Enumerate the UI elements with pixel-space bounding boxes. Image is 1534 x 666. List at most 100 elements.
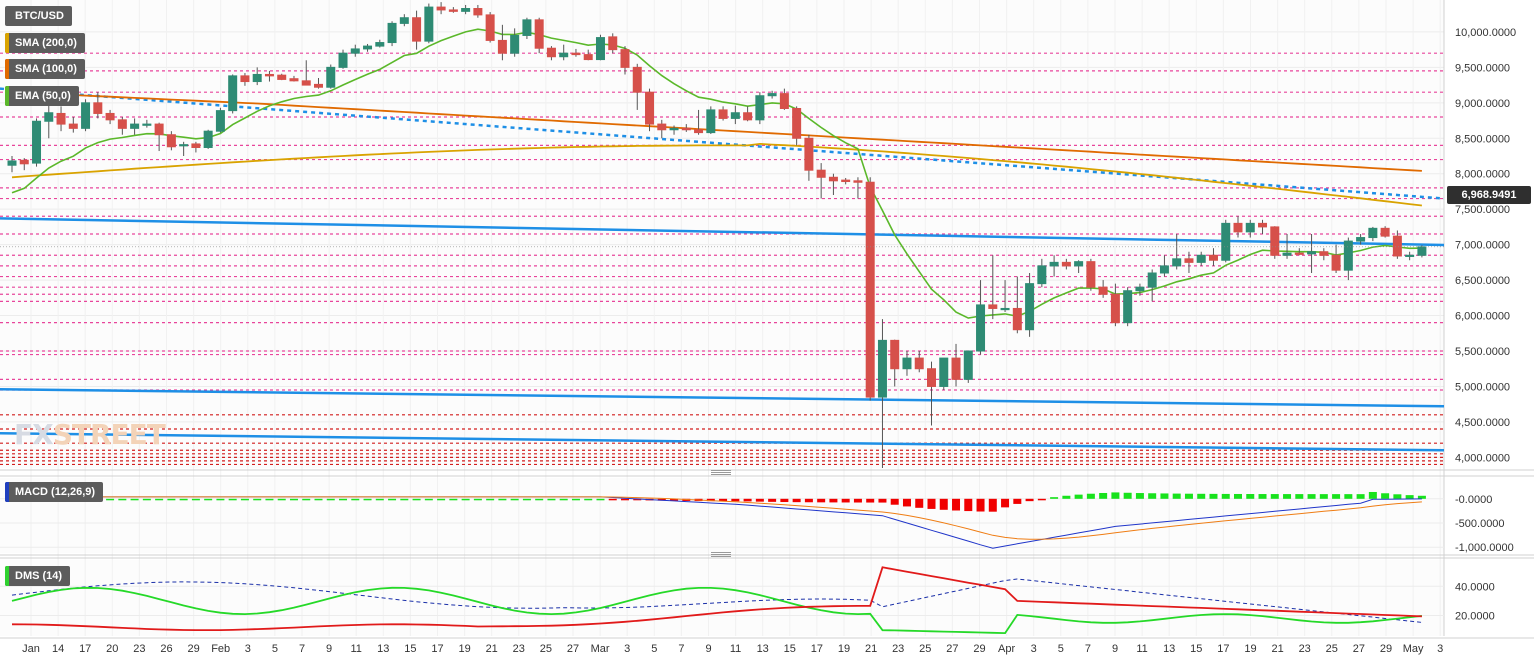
macd-histogram-bar xyxy=(1209,493,1218,499)
candle-body xyxy=(1233,222,1243,233)
macd-histogram-bar xyxy=(106,498,115,501)
candle-body xyxy=(314,83,323,88)
dms-resize-handle[interactable] xyxy=(711,552,731,558)
dms-tag[interactable]: DMS (14) xyxy=(5,566,71,586)
macd-histogram-bar xyxy=(449,498,458,501)
macd-histogram-bar xyxy=(1050,497,1059,499)
macd-histogram-bar xyxy=(400,498,409,501)
macd-histogram-bar xyxy=(486,498,495,501)
price-tick-label: 9,500.0000 xyxy=(1455,62,1510,74)
ema50-tag[interactable]: EMA (50,0) xyxy=(5,86,79,106)
x-tick-label: 5 xyxy=(1058,643,1064,655)
macd-histogram-bar xyxy=(130,498,139,501)
macd-histogram-bar xyxy=(167,498,176,501)
candle-body xyxy=(1025,283,1035,331)
macd-histogram-bar xyxy=(522,498,531,501)
candle-body xyxy=(804,137,814,171)
candle-body xyxy=(608,36,618,51)
candle-body xyxy=(1049,261,1059,267)
x-tick-label: 23 xyxy=(892,643,904,655)
x-tick-label: 5 xyxy=(651,643,657,655)
x-tick-label: 17 xyxy=(1217,643,1229,655)
x-tick-label: 25 xyxy=(919,643,931,655)
price-tick-label: 9,000.0000 xyxy=(1455,98,1510,110)
candle-body xyxy=(179,144,189,147)
macd-histogram-bar xyxy=(437,498,446,501)
candle-body xyxy=(81,102,91,129)
candle-body xyxy=(7,160,17,166)
macd-histogram-bar xyxy=(1123,492,1132,499)
macd-histogram-bar xyxy=(424,498,433,501)
dms-swatch xyxy=(5,566,9,586)
macd-histogram-bar xyxy=(755,498,764,502)
x-tick-label: 13 xyxy=(1163,643,1175,655)
macd-histogram-bar xyxy=(1283,494,1292,499)
candle-body xyxy=(1221,222,1231,261)
candle-body xyxy=(1172,258,1182,267)
symbol-tag[interactable]: BTC/USD xyxy=(5,6,72,26)
macd-histogram-bar xyxy=(890,498,899,505)
macd-histogram-bar xyxy=(326,498,335,501)
macd-histogram-bar xyxy=(817,498,826,503)
macd-tick-label: -1,000.0000 xyxy=(1455,542,1514,554)
dms-tick-label: 40.0000 xyxy=(1455,581,1495,593)
candle-body xyxy=(424,6,434,42)
sma100-label: SMA (100,0) xyxy=(15,63,77,75)
candle-body xyxy=(473,8,483,16)
x-tick-label: 9 xyxy=(705,643,711,655)
price-tick-label: 6,000.0000 xyxy=(1455,311,1510,323)
x-tick-label: 9 xyxy=(1112,643,1118,655)
macd-histogram-bar xyxy=(964,498,973,512)
macd-histogram-bar xyxy=(976,498,985,512)
candle-body xyxy=(338,52,348,68)
x-tick-label: 17 xyxy=(79,643,91,655)
x-tick-label: Jan xyxy=(22,643,40,655)
candle-body xyxy=(877,339,887,398)
macd-histogram-bar xyxy=(155,498,164,501)
x-tick-label: 21 xyxy=(1271,643,1283,655)
macd-histogram-bar xyxy=(339,498,348,501)
candle-body xyxy=(779,93,789,109)
sma100-tag[interactable]: SMA (100,0) xyxy=(5,59,85,79)
macd-histogram-bar xyxy=(1319,494,1328,499)
x-tick-label: 3 xyxy=(1437,643,1443,655)
candle-body xyxy=(939,357,949,387)
x-tick-label: 23 xyxy=(133,643,145,655)
macd-histogram-bar xyxy=(1381,493,1390,499)
sma200-tag[interactable]: SMA (200,0) xyxy=(5,33,85,53)
candle-body xyxy=(632,66,642,93)
macd-histogram-bar xyxy=(204,498,213,501)
candle-body xyxy=(252,73,262,83)
macd-histogram-bar xyxy=(1172,493,1181,499)
macd-histogram-bar xyxy=(841,498,850,503)
candle-body xyxy=(927,368,936,387)
candle-body xyxy=(387,22,397,44)
candle-body xyxy=(497,39,507,54)
x-tick-label: 15 xyxy=(1190,643,1202,655)
macd-histogram-bar xyxy=(191,498,200,501)
candle-body xyxy=(240,75,250,83)
macd-histogram-bar xyxy=(878,498,887,503)
macd-histogram-bar xyxy=(253,498,262,501)
candle-body xyxy=(1098,286,1108,295)
macd-histogram-bar xyxy=(351,498,360,501)
candle-body xyxy=(583,54,593,61)
sma200-label: SMA (200,0) xyxy=(15,37,77,49)
macd-tag[interactable]: MACD (12,26,9) xyxy=(5,482,104,502)
candle-body xyxy=(1380,227,1390,237)
candle-body xyxy=(1307,251,1317,255)
candle-body xyxy=(694,129,704,134)
plus-di-line xyxy=(11,586,1422,635)
macd-histogram-bar xyxy=(1307,494,1316,499)
candle-body xyxy=(1270,226,1280,256)
candle-body xyxy=(117,119,127,129)
candle-body xyxy=(792,107,802,139)
macd-histogram-bar xyxy=(473,498,482,501)
macd-tick-label: -0.0000 xyxy=(1455,494,1492,506)
candle-body xyxy=(215,110,225,132)
candle-body xyxy=(914,357,924,370)
macd-resize-handle[interactable] xyxy=(711,470,731,476)
symbol-label: BTC/USD xyxy=(15,10,64,22)
x-tick-label: May xyxy=(1403,643,1424,655)
